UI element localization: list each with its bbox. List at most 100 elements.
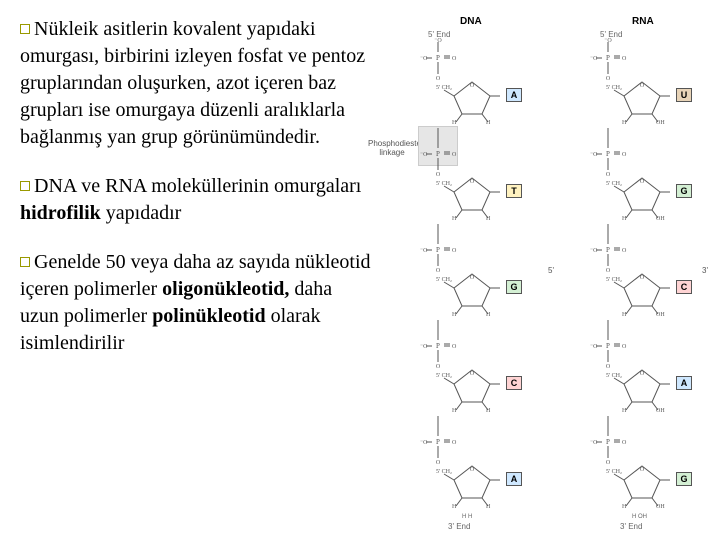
deoxyribose-sugar: O H H 5' CH₂ — [442, 76, 482, 102]
paragraph-2-a: DNA ve RNA moleküllerinin omurgaları — [34, 175, 361, 197]
ribose-sugar: O H OH 5' CH₂ — [612, 76, 652, 102]
base-G: G — [506, 280, 522, 294]
base-U: U — [676, 88, 692, 102]
deoxyribose-sugar: O H H 5' CH₂ — [442, 364, 482, 390]
svg-text:P: P — [436, 150, 440, 158]
svg-text:O: O — [622, 152, 627, 158]
deoxyribose-sugar: O H H 5' CH₂ — [442, 460, 482, 486]
svg-text:5' CH₂: 5' CH₂ — [606, 469, 622, 475]
svg-text:H: H — [486, 408, 491, 414]
ribose-sugar: O H OH 5' CH₂ — [612, 460, 652, 486]
svg-text:O: O — [452, 152, 457, 158]
svg-text:OH: OH — [656, 312, 665, 318]
svg-text:P: P — [436, 342, 440, 350]
svg-text:O: O — [640, 83, 645, 89]
nucleic-acid-diagram: DNA RNA 5' End 5' End 3' End 3' End Phos… — [380, 16, 720, 536]
svg-text:OH: OH — [656, 408, 665, 414]
svg-text:H: H — [452, 312, 457, 318]
svg-text:P: P — [436, 54, 440, 62]
terminal-label: H H — [462, 514, 472, 520]
svg-text:⁻O: ⁻O — [590, 248, 598, 254]
svg-text:5' CH₂: 5' CH₂ — [436, 469, 452, 475]
svg-text:O: O — [436, 76, 441, 82]
phosphate-group: P O ⁻O O — [428, 134, 448, 168]
svg-text:⁻O: ⁻O — [420, 440, 428, 446]
base-A: A — [506, 472, 522, 486]
svg-text:H: H — [622, 312, 627, 318]
diagram-column: DNA RNA 5' End 5' End 3' End 3' End Phos… — [380, 16, 708, 528]
svg-text:O: O — [640, 371, 645, 377]
base-T: T — [506, 184, 522, 198]
rna-strand: ⁻O P O ⁻O O O H OH 5' CH₂ U P O ⁻O O O H… — [590, 38, 710, 518]
svg-text:H: H — [622, 216, 627, 222]
terminal-label: H OH — [632, 514, 647, 520]
phosphate-group: P O ⁻O O — [428, 422, 448, 456]
svg-text:O: O — [606, 364, 611, 370]
svg-text:⁻O: ⁻O — [590, 344, 598, 350]
phosphate-group: P O ⁻O O — [598, 326, 618, 360]
svg-text:O: O — [436, 364, 441, 370]
svg-text:H: H — [452, 120, 457, 126]
svg-text:H: H — [452, 504, 457, 510]
base-C: C — [506, 376, 522, 390]
svg-text:O: O — [606, 76, 611, 82]
base-A: A — [676, 376, 692, 390]
svg-text:OH: OH — [656, 504, 665, 510]
svg-text:H: H — [486, 120, 491, 126]
phosphate-group: ⁻O P O ⁻O O — [428, 38, 448, 72]
svg-text:⁻O: ⁻O — [590, 56, 598, 62]
svg-text:O: O — [436, 172, 441, 178]
svg-text:O: O — [470, 179, 475, 185]
phosphate-group: P O ⁻O O — [598, 422, 618, 456]
svg-text:O: O — [470, 83, 475, 89]
svg-text:P: P — [436, 246, 440, 254]
phosphate-group: ⁻O P O ⁻O O — [598, 38, 618, 72]
paragraph-3-b: oligonükleotid, — [162, 278, 289, 300]
base-C: C — [676, 280, 692, 294]
dna-3end-label: 3' End — [448, 522, 470, 531]
svg-text:O: O — [622, 248, 627, 254]
dna-header: DNA — [460, 16, 482, 27]
svg-text:P: P — [606, 342, 610, 350]
rna-header: RNA — [632, 16, 654, 27]
ribose-sugar: O H OH 5' CH₂ — [612, 364, 652, 390]
paragraph-1-text: Nükleik asitlerin kovalent yapıdaki omur… — [20, 18, 365, 148]
paragraph-2-c: yapıdadır — [101, 202, 182, 224]
svg-text:O: O — [452, 248, 457, 254]
slide: Nükleik asitlerin kovalent yapıdaki omur… — [0, 0, 720, 540]
svg-text:⁻O: ⁻O — [590, 152, 598, 158]
paragraph-1: Nükleik asitlerin kovalent yapıdaki omur… — [20, 16, 372, 151]
prime5-mark: 5' — [548, 266, 554, 275]
base-G: G — [676, 472, 692, 486]
text-column: Nükleik asitlerin kovalent yapıdaki omur… — [20, 16, 380, 528]
svg-text:O: O — [640, 467, 645, 473]
svg-text:5' CH₂: 5' CH₂ — [436, 277, 452, 283]
svg-text:O: O — [436, 460, 441, 466]
svg-text:O: O — [470, 275, 475, 281]
svg-text:O: O — [606, 172, 611, 178]
svg-text:5' CH₂: 5' CH₂ — [606, 373, 622, 379]
phosphate-group: P O ⁻O O — [428, 326, 448, 360]
svg-text:P: P — [436, 438, 440, 446]
svg-text:O: O — [606, 460, 611, 466]
svg-text:P: P — [606, 438, 610, 446]
svg-text:5' CH₂: 5' CH₂ — [606, 277, 622, 283]
ribose-sugar: O H OH 5' CH₂ — [612, 172, 652, 198]
phosphate-group: P O ⁻O O — [598, 134, 618, 168]
svg-text:O: O — [640, 179, 645, 185]
svg-text:5' CH₂: 5' CH₂ — [436, 85, 452, 91]
svg-text:⁻O: ⁻O — [420, 56, 428, 62]
ribose-sugar: O H OH 5' CH₂ — [612, 268, 652, 294]
rna-3end-label: 3' End — [620, 522, 642, 531]
svg-text:O: O — [452, 56, 457, 62]
svg-text:O: O — [640, 275, 645, 281]
paragraph-2: DNA ve RNA moleküllerinin omurgaları hid… — [20, 173, 372, 227]
svg-text:O: O — [622, 440, 627, 446]
svg-text:O: O — [452, 440, 457, 446]
svg-text:H: H — [622, 408, 627, 414]
paragraph-3-d: polinükleotid — [152, 305, 265, 327]
svg-text:H: H — [622, 120, 627, 126]
deoxyribose-sugar: O H H 5' CH₂ — [442, 268, 482, 294]
svg-text:H: H — [486, 312, 491, 318]
bullet-icon — [20, 181, 30, 191]
